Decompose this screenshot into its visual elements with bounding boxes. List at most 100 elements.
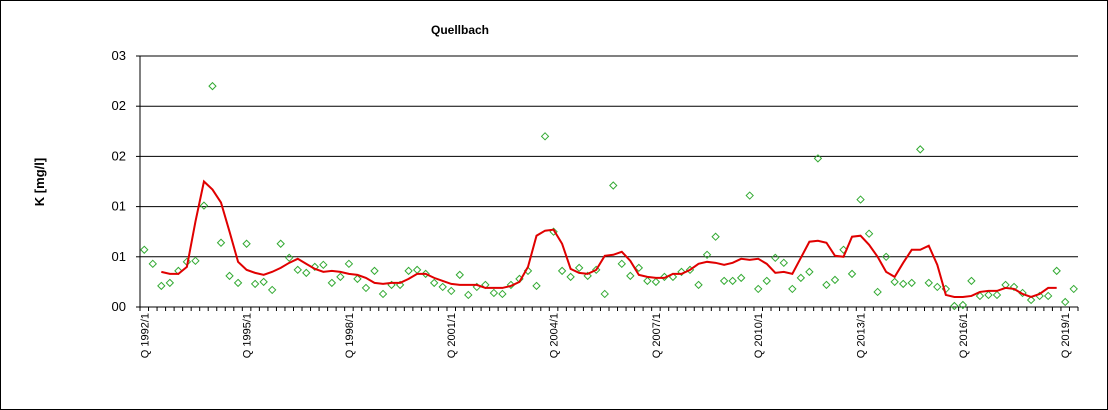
x-tick-label: Q 2001/1	[446, 313, 458, 358]
data-point	[216, 238, 226, 247]
data-point	[191, 256, 200, 266]
data-point	[822, 280, 831, 290]
data-point	[634, 263, 644, 273]
data-point	[1043, 291, 1053, 301]
x-tick-label: Q 1995/1	[242, 313, 254, 358]
data-point	[745, 191, 754, 200]
data-point	[762, 276, 771, 286]
data-point	[847, 269, 857, 279]
data-point	[489, 288, 499, 298]
data-line	[161, 179, 1057, 299]
data-point	[378, 289, 388, 299]
data-point	[302, 268, 311, 278]
data-point	[651, 277, 661, 287]
data-point	[975, 291, 985, 301]
data-point	[165, 278, 175, 288]
data-point	[702, 250, 712, 259]
data-point	[711, 232, 720, 241]
data-point	[728, 276, 737, 286]
data-point	[950, 301, 959, 311]
data-point	[353, 274, 362, 284]
data-point	[438, 282, 447, 292]
data-point	[924, 278, 933, 288]
data-point	[719, 276, 729, 286]
data-point	[600, 289, 609, 299]
data-point	[1069, 284, 1078, 294]
y-tick-label: 01	[112, 249, 126, 264]
data-point	[259, 277, 268, 287]
data-point	[864, 229, 874, 238]
data-point	[736, 273, 746, 283]
data-point	[566, 272, 575, 282]
data-point	[327, 278, 337, 288]
y-tick-label: 01	[112, 199, 126, 214]
data-point	[233, 278, 243, 288]
data-point	[1009, 282, 1019, 292]
y-tick-label: 03	[112, 48, 126, 63]
data-point	[293, 265, 302, 275]
data-point	[557, 266, 567, 276]
data-point	[319, 260, 328, 270]
data-point	[626, 271, 635, 281]
data-point	[464, 290, 473, 300]
data-point	[617, 259, 626, 269]
x-tick-label: Q 2016/1	[958, 313, 970, 358]
data-point	[873, 287, 882, 297]
x-tick-label: Q 2019/1	[1060, 313, 1072, 358]
data-point	[907, 278, 916, 288]
data-point	[344, 259, 354, 269]
data-point	[370, 266, 379, 276]
data-point	[788, 284, 797, 294]
data-point	[310, 262, 320, 272]
data-point	[148, 259, 157, 269]
data-point	[157, 281, 166, 291]
x-tick-label: Q 2010/1	[753, 313, 765, 358]
x-tick-label: Q 2013/1	[856, 313, 868, 358]
data-point	[1026, 295, 1036, 305]
data-point	[754, 284, 763, 294]
data-point	[643, 276, 652, 286]
data-point	[455, 270, 464, 280]
data-point	[916, 145, 925, 154]
data-point	[933, 282, 942, 292]
data-point	[242, 239, 251, 248]
data-point	[813, 154, 823, 163]
data-point	[984, 290, 993, 300]
data-point	[447, 286, 456, 296]
data-point	[540, 132, 550, 141]
data-point	[1061, 297, 1070, 307]
data-point	[361, 283, 371, 293]
data-point	[958, 300, 968, 310]
x-tick-label: Q 1998/1	[344, 313, 356, 358]
data-point	[208, 81, 217, 91]
data-point	[199, 201, 209, 210]
data-point	[881, 252, 891, 262]
data-point	[583, 271, 592, 281]
data-point	[267, 285, 277, 295]
y-axis-label: K [mg/l]	[32, 158, 47, 206]
data-point	[694, 280, 703, 290]
data-point	[992, 290, 1002, 300]
data-point	[421, 269, 430, 279]
data-point	[532, 281, 541, 291]
data-point	[839, 245, 848, 254]
x-tick-label: Q 1992/1	[139, 313, 151, 358]
data-point	[677, 267, 686, 277]
data-point	[404, 266, 413, 276]
data-point	[1052, 266, 1061, 276]
data-point	[898, 279, 908, 289]
data-point	[225, 271, 234, 281]
data-point	[967, 276, 976, 286]
data-point	[805, 267, 814, 277]
data-point	[830, 275, 840, 285]
data-point	[285, 253, 294, 263]
data-point	[890, 277, 899, 287]
data-point	[429, 278, 439, 288]
x-tick-label: Q 2004/1	[549, 313, 561, 358]
data-point	[140, 245, 149, 254]
data-point	[498, 289, 507, 299]
data-point	[250, 279, 260, 289]
data-point	[856, 195, 865, 204]
y-tick-label: 00	[112, 299, 126, 314]
